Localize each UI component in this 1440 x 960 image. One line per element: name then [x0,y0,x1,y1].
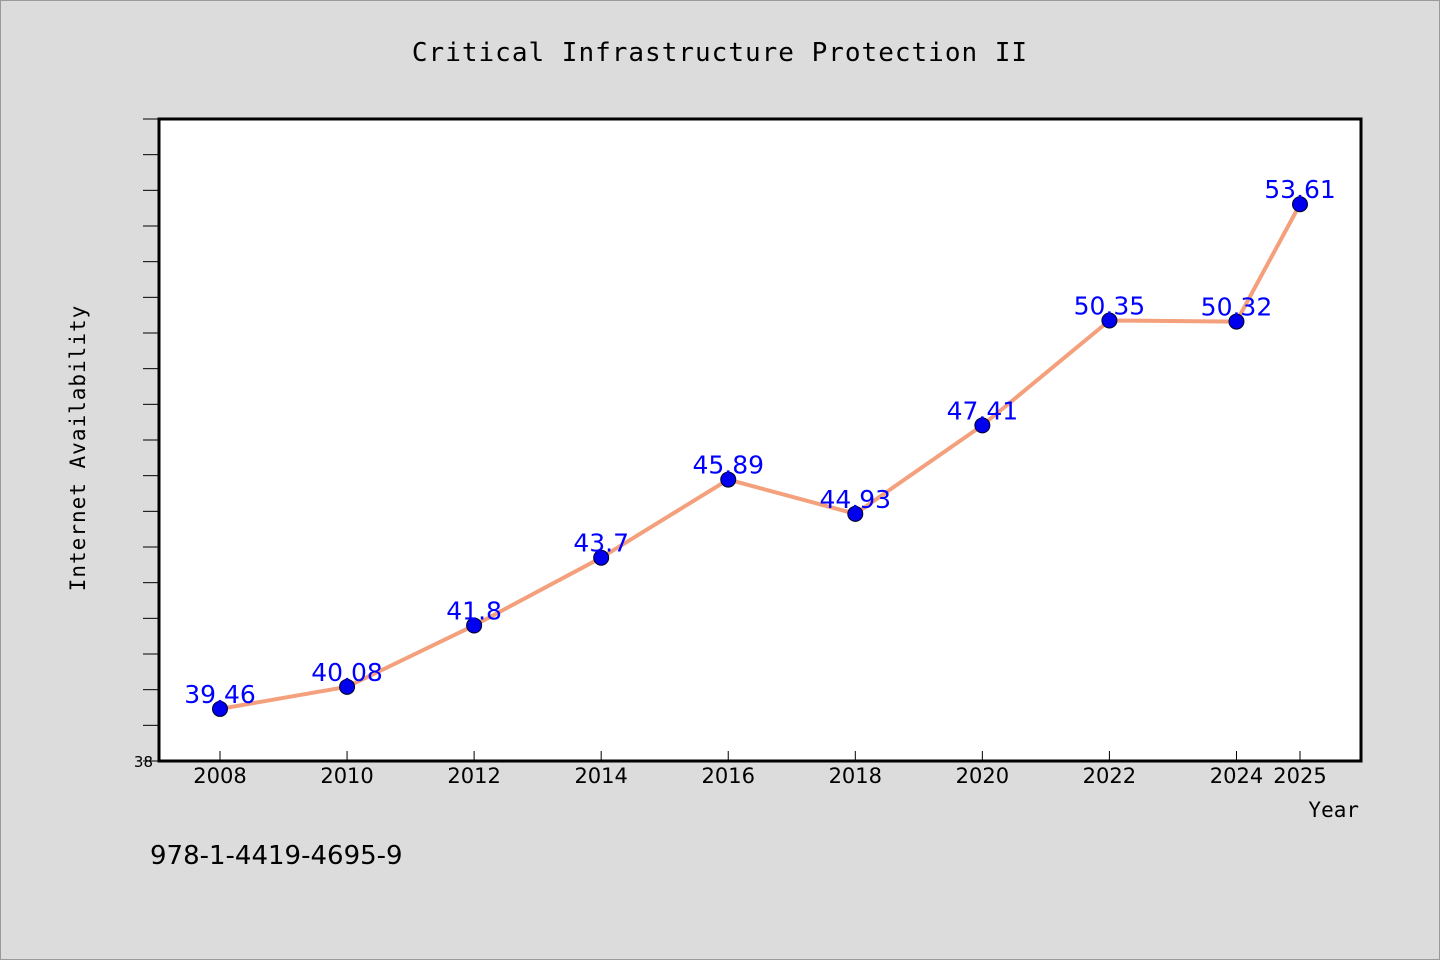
x-tick-label: 2014 [574,764,627,788]
x-tick-label: 2024 [1210,764,1263,788]
data-point [1101,312,1118,329]
y-axis-ticks: 38 [134,118,159,771]
x-axis-ticks: 2008 2010 2012 2014 2016 2018 2020 2022 2024 2025 [193,751,1327,788]
data-point [974,417,991,434]
series-line-group [219,203,1302,711]
data-labels: 39.46 40.08 41.8 43.7 45.89 44.93 47.41 50.35 50… [184,175,1336,709]
data-point [212,700,228,717]
x-tick-label: 2020 [956,764,1009,788]
plot-area [157,117,1363,763]
x-tick-label: 2025 [1273,764,1326,788]
data-label: 40.08 [311,658,383,687]
data-label: 43.7 [573,529,629,558]
data-label: 50.32 [1201,293,1273,322]
x-tick-label: 2010 [320,764,373,788]
x-tick-label: 2012 [447,764,500,788]
x-tick-label: 2008 [193,764,246,788]
data-label: 45.89 [692,451,764,480]
data-point [1228,313,1245,330]
isbn-text: 978-1-4419-4695-9 [150,841,403,871]
x-tick-label: 2018 [829,764,882,788]
data-label: 39.46 [184,680,256,709]
data-point [593,549,610,566]
series-line [219,203,1302,711]
y-tick-label: 38 [134,753,153,771]
data-label: 47.41 [947,396,1019,425]
y-axis-label: Internet Availability [66,305,90,592]
series-markers [212,196,1308,717]
data-point [466,617,483,634]
x-axis-label: Year [1308,798,1359,822]
data-point [1292,196,1308,213]
data-label: 50.35 [1074,292,1146,321]
data-point [847,505,864,522]
chart-title: Critical Infrastructure Protection II [412,38,1028,68]
data-point [720,471,737,488]
x-tick-label: 2016 [702,764,755,788]
data-point [339,678,356,695]
x-tick-label: 2022 [1083,764,1136,788]
data-label: 53.61 [1264,175,1336,204]
data-label: 41.8 [446,596,502,625]
data-label: 44.93 [820,485,892,514]
